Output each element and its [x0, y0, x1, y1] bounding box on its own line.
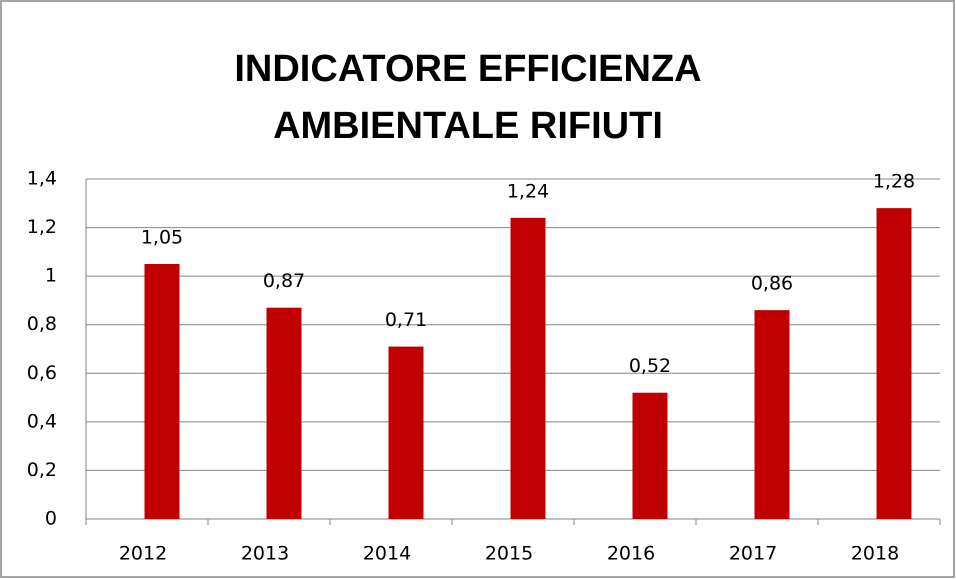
value-label: 0,52	[629, 355, 671, 377]
x-tick-label: 2014	[363, 543, 411, 565]
chart-title: AMBIENTALE RIFIUTI	[273, 105, 663, 147]
value-label: 1,05	[141, 227, 183, 249]
chart-title: INDICATORE EFFICIENZA	[234, 48, 701, 90]
y-tick-label: 1	[45, 265, 57, 287]
x-tick-label: 2015	[485, 543, 533, 565]
value-label: 1,24	[507, 180, 549, 202]
y-tick-label: 0	[45, 508, 57, 530]
value-label: 0,87	[263, 270, 305, 292]
bar	[266, 307, 302, 519]
x-tick-label: 2013	[241, 543, 289, 565]
y-tick-label: 0,2	[27, 459, 57, 481]
bar	[510, 217, 546, 519]
bar	[144, 264, 180, 519]
x-tick-label: 2012	[119, 543, 167, 565]
y-tick-label: 0,6	[27, 362, 57, 384]
y-tick-label: 0,4	[27, 410, 57, 432]
bar	[388, 346, 424, 519]
y-tick-label: 0,8	[27, 313, 57, 335]
bar	[876, 208, 912, 519]
x-tick-label: 2018	[851, 543, 899, 565]
y-tick-label: 1,4	[27, 168, 57, 190]
x-tick-label: 2016	[607, 543, 655, 565]
bar	[754, 310, 790, 519]
y-tick-label: 1,2	[27, 216, 57, 238]
value-label: 1,28	[873, 171, 915, 193]
bar	[632, 392, 668, 519]
value-label: 0,71	[385, 309, 427, 331]
x-tick-label: 2017	[729, 543, 777, 565]
value-label: 0,86	[751, 273, 793, 295]
